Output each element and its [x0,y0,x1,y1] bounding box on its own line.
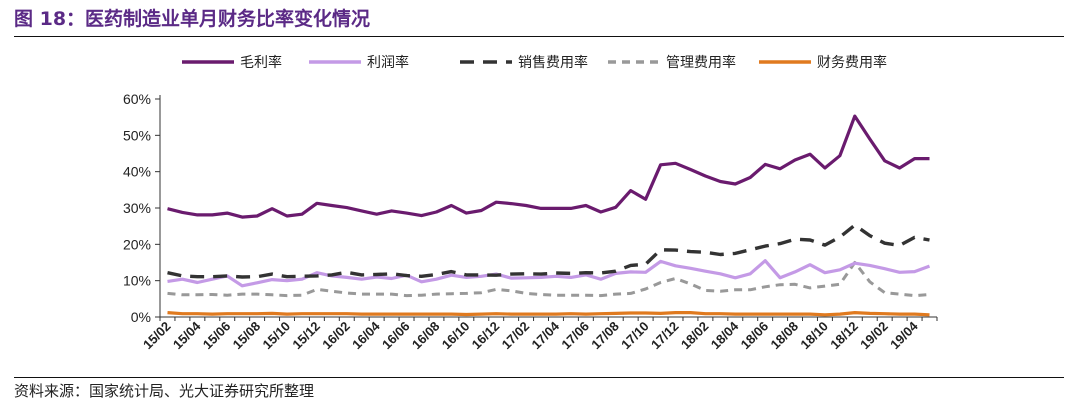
x-tick-label: 17/06 [558,319,592,353]
source-note: 资料来源：国家统计局、光大证券研究所整理 [14,382,315,400]
x-tick-label: 16/12 [469,319,503,353]
x-tick-label: 16/04 [349,318,383,352]
x-tick-label: 17/08 [588,319,622,353]
bottom-rule [14,377,1064,378]
y-tick-label: 20% [123,236,151,252]
series-2-line [167,259,931,288]
x-tick-label: 18/04 [708,318,742,352]
x-tick-label: 19/02 [857,319,891,353]
x-tick-label: 19/04 [887,318,921,352]
figure-title: 图 18：医药制造业单月财务比率变化情况 [14,8,371,30]
x-tick-label: 15/12 [289,319,323,353]
x-tick-label: 15/10 [260,319,294,353]
x-tick-label: 15/08 [230,319,264,353]
x-tick-label: 18/10 [797,319,831,353]
line-chart: 毛利率 利润率 销售费用率 管理费用率 财务费用率 0% 10% 20% 30% 40% 50% 6… [123,54,938,353]
x-tick-label: 16/06 [379,319,413,353]
y-tick-label: 30% [123,200,151,216]
chart-legend: 毛利率 利润率 销售费用率 管理费用率 财务费用率 [182,54,887,70]
top-rule [14,36,1064,37]
x-tick-label: 18/12 [827,319,861,353]
x-tick-label: 17/04 [528,318,562,352]
x-tick-label: 15/04 [170,318,204,352]
x-tick-label: 17/12 [648,319,682,353]
series-5-line [167,311,930,317]
y-tick-label: 60% [123,91,151,107]
x-tick-label: 15/06 [200,319,234,353]
y-tick-label: 10% [123,273,151,289]
legend-label: 销售费用率 [518,54,588,70]
chart-series [167,114,931,317]
x-tick-label: 18/02 [678,319,712,353]
legend-label: 财务费用率 [817,54,887,70]
x-tick-label: 17/10 [618,319,652,353]
x-tick-label: 17/02 [499,319,533,353]
series-3-line [167,223,930,279]
x-tick-label: 18/06 [738,319,772,353]
legend-label: 毛利率 [240,54,282,70]
x-tick-label: 16/10 [439,319,473,353]
x-tick-label: 16/08 [409,319,443,353]
x-tick-label: 18/08 [768,319,802,353]
series-1-line [167,114,930,219]
x-tick-label: 16/02 [319,319,353,353]
series-4-line [167,261,930,298]
y-tick-label: 0% [131,309,151,325]
y-tick-label: 50% [123,127,151,143]
y-tick-label: 40% [123,164,151,180]
legend-label: 管理费用率 [666,54,736,70]
legend-label: 利润率 [367,54,409,70]
